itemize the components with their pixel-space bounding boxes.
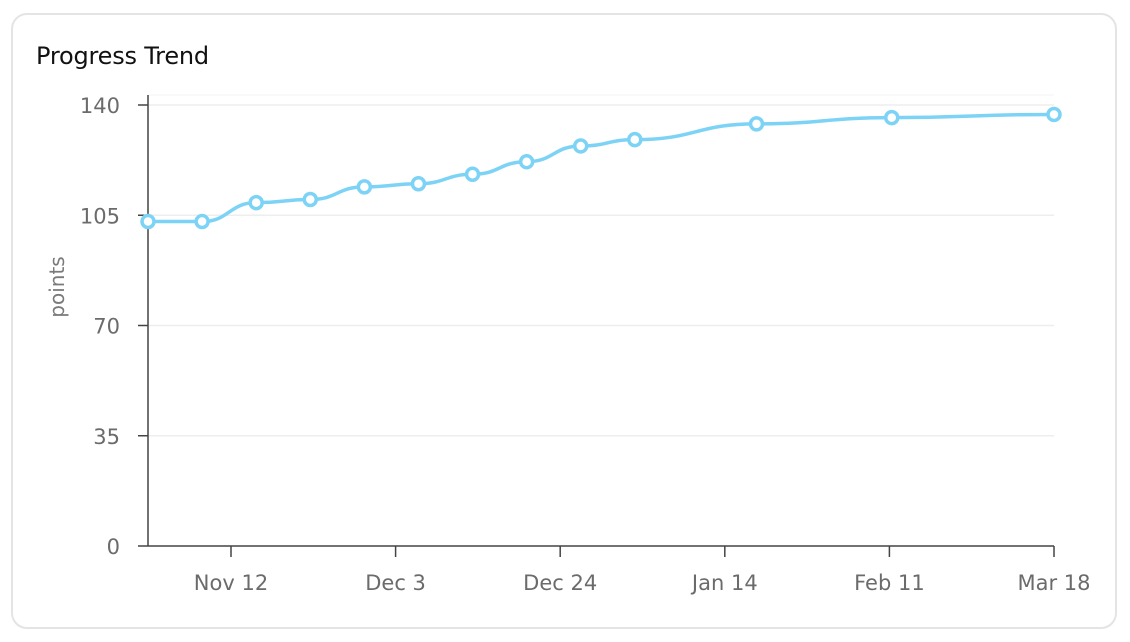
x-tick-label: Dec 3 <box>365 571 426 595</box>
data-point <box>302 191 319 208</box>
grid-lines <box>148 94 1054 437</box>
data-point <box>883 109 900 126</box>
data-point <box>518 153 535 170</box>
y-axis-label: points <box>45 256 69 317</box>
data-point <box>194 213 210 230</box>
x-tick-label: Jan 14 <box>690 571 758 595</box>
data-point <box>410 176 427 192</box>
y-tick-label: 0 <box>107 535 120 559</box>
series-path <box>148 112 1055 224</box>
y-tick-label: 70 <box>93 315 120 339</box>
data-point <box>356 179 373 195</box>
x-tick-labels: Nov 12 Dec 3 Dec 24 Jan 14 Feb 11 Mar 18 <box>194 571 1091 595</box>
y-tick-labels: 0 35 70 105 140 <box>80 94 120 559</box>
data-point <box>140 213 156 230</box>
data-point <box>627 131 643 148</box>
data-point <box>572 138 589 154</box>
series-line <box>148 112 1055 224</box>
x-tick-label: Nov 12 <box>194 571 268 595</box>
data-point <box>1046 106 1062 123</box>
x-tick-label: Mar 18 <box>1017 571 1090 595</box>
data-point <box>464 166 481 183</box>
series-points <box>140 106 1062 230</box>
data-point <box>248 194 264 211</box>
x-tick-label: Feb 11 <box>854 571 925 595</box>
x-tick-label: Dec 24 <box>523 571 597 595</box>
y-tick-label: 35 <box>93 425 120 449</box>
axes <box>138 95 1055 557</box>
data-point <box>748 116 765 132</box>
y-tick-label: 140 <box>80 94 120 118</box>
chart-title: Progress Trend <box>36 42 209 70</box>
y-tick-label: 105 <box>80 204 120 228</box>
